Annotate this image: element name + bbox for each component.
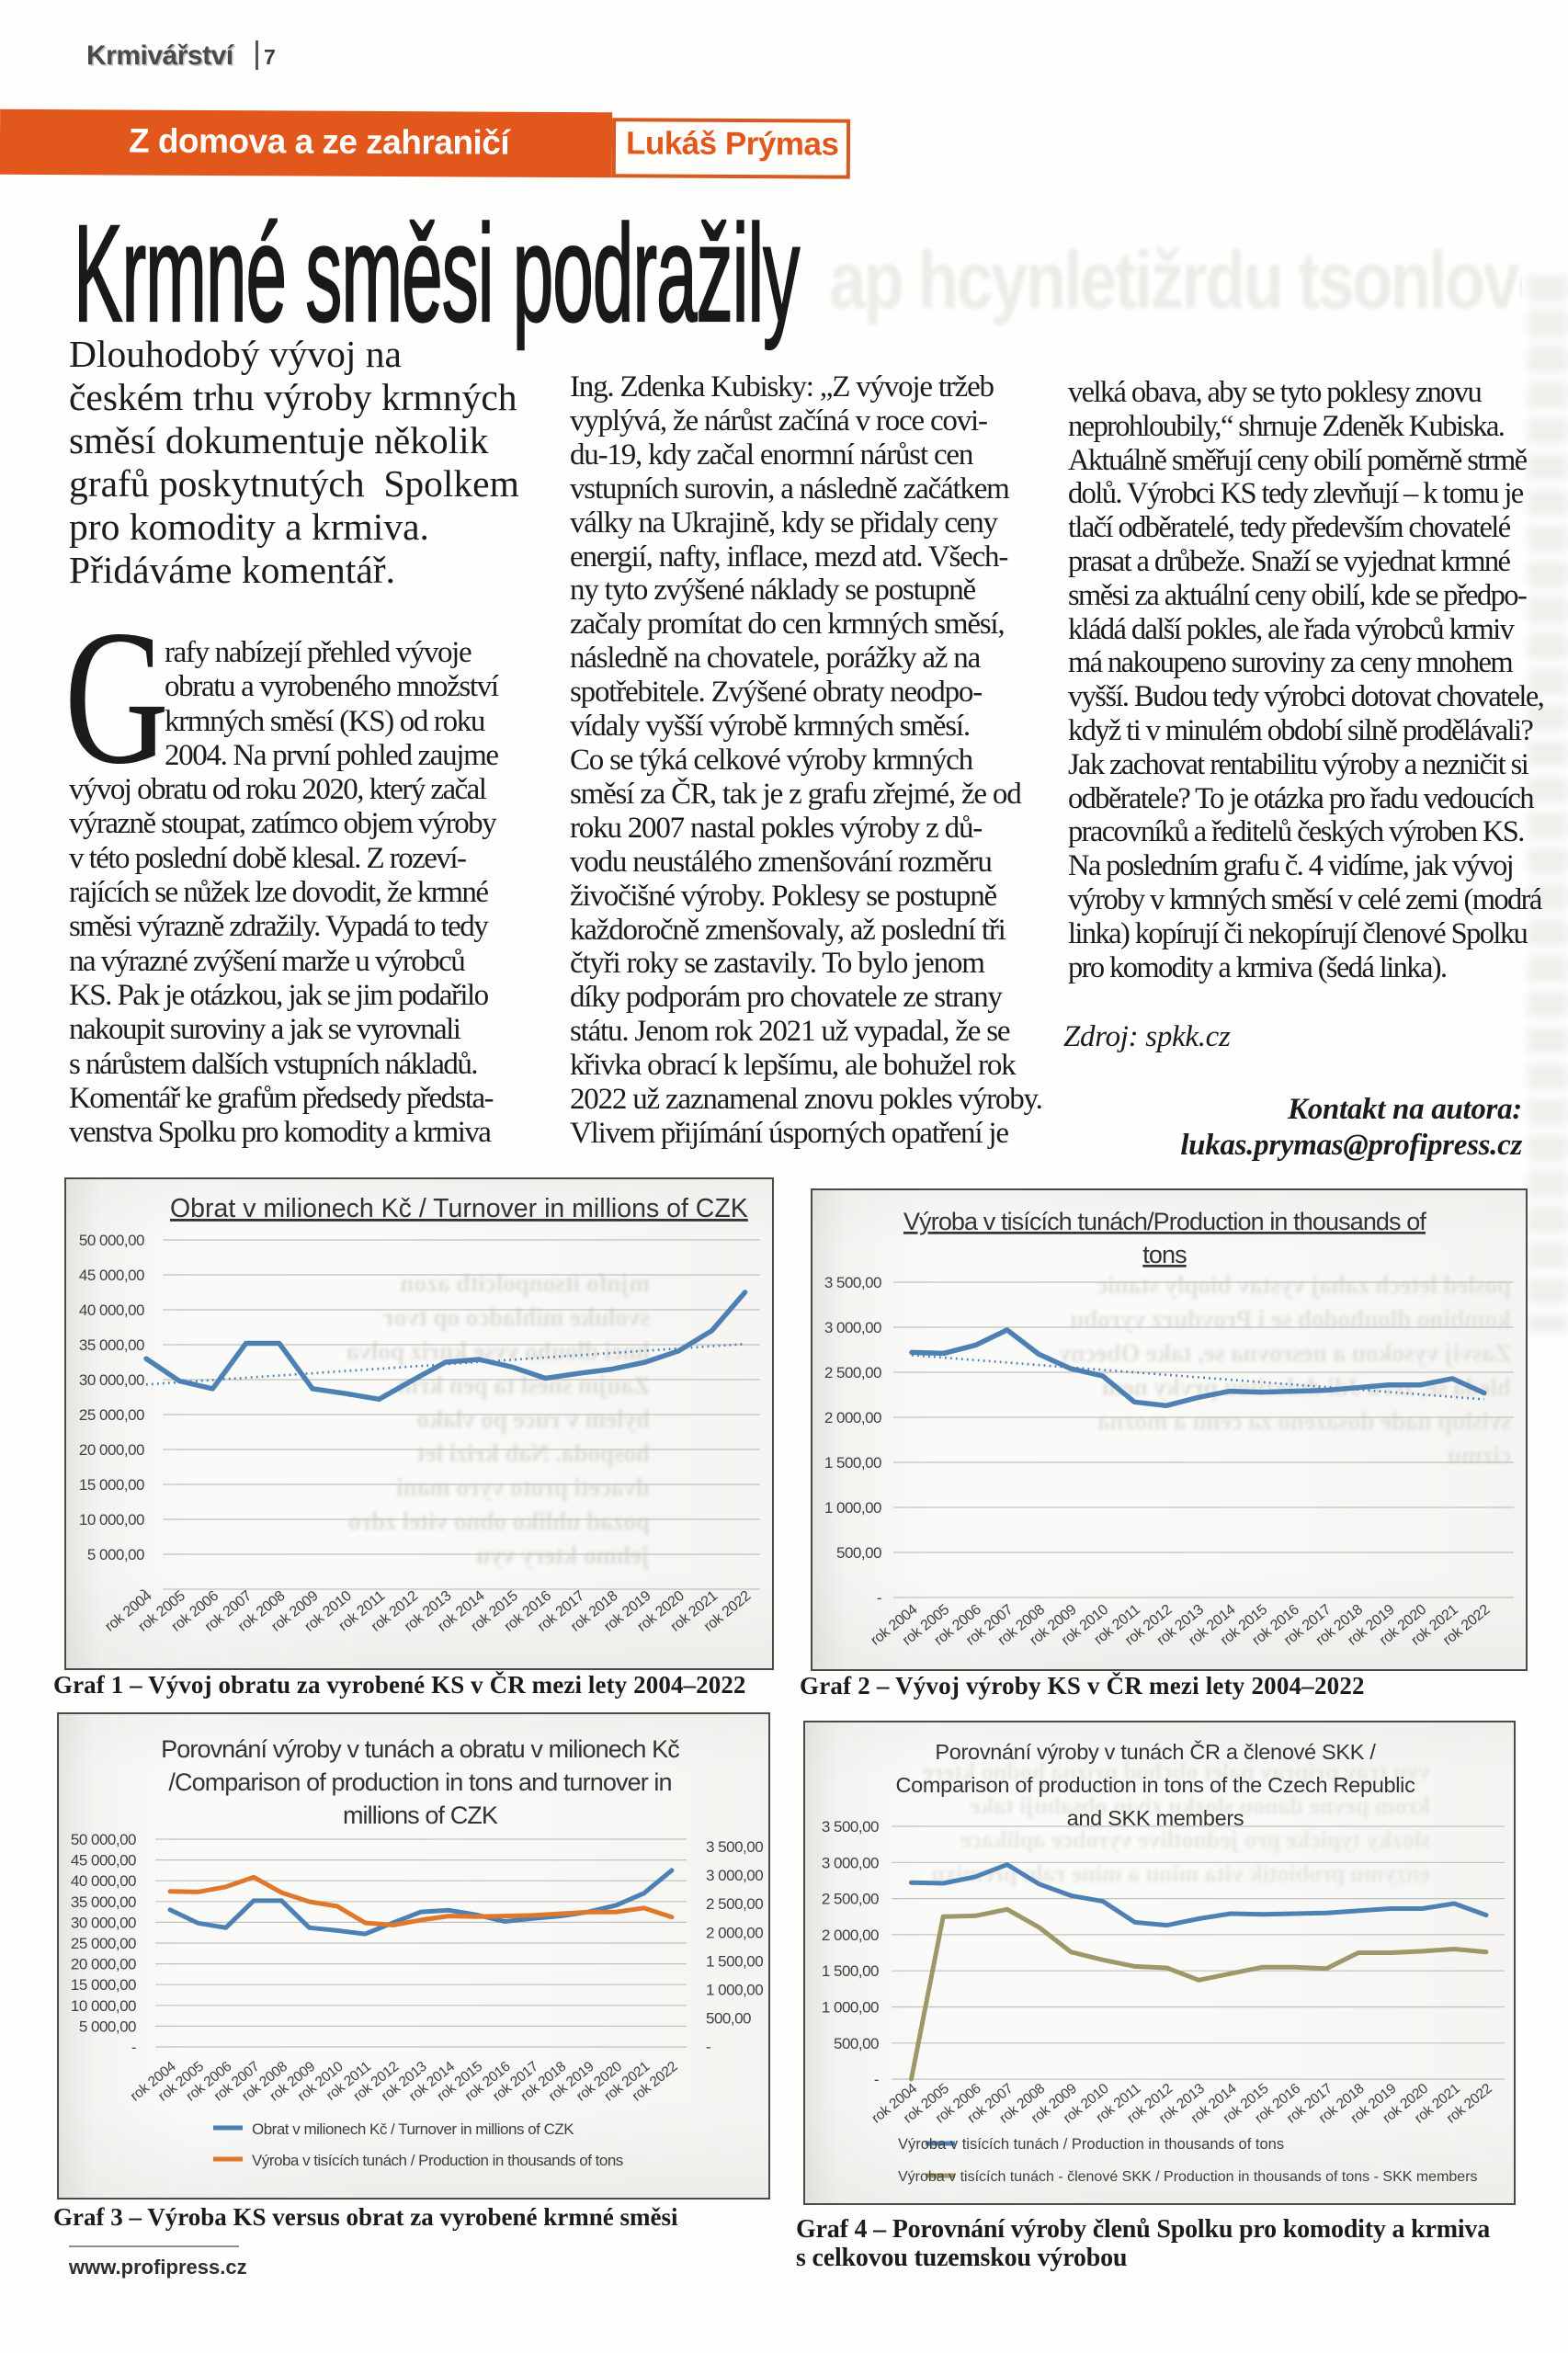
svg-text:500,00: 500,00 <box>834 2035 879 2052</box>
svg-text:500,00: 500,00 <box>706 2010 751 2028</box>
svg-text:45 000,00: 45 000,00 <box>79 1267 144 1284</box>
svg-text:Obrat v milionech Kč / Turnov: Obrat v milionech Kč / Turnover in milli… <box>170 1194 748 1223</box>
svg-text:2 000,00: 2 000,00 <box>706 1924 763 1941</box>
svg-text:Comparison of production in to: Comparison of production in tons of the … <box>895 1773 1415 1797</box>
svg-text:2 000,00: 2 000,00 <box>822 1927 879 1944</box>
svg-text:1 500,00: 1 500,00 <box>706 1952 763 1970</box>
svg-text:1 000,00: 1 000,00 <box>824 1499 881 1517</box>
svg-text:Výroba v tisících tunách / Pro: Výroba v tisících tunách / Production in… <box>898 2136 1284 2153</box>
svg-text:1 500,00: 1 500,00 <box>822 1962 879 1980</box>
svg-text:1 000,00: 1 000,00 <box>706 1982 763 1999</box>
svg-text:1 000,00: 1 000,00 <box>822 1999 879 2017</box>
svg-text:30 000,00: 30 000,00 <box>71 1914 136 1931</box>
svg-text:20 000,00: 20 000,00 <box>71 1956 136 1973</box>
svg-text:Obrat v milionech Kč / Turnove: Obrat v milionech Kč / Turnover in milli… <box>252 2120 574 2138</box>
svg-text:500,00: 500,00 <box>836 1544 881 1562</box>
svg-text:Výroba v tisících tunách / Pro: Výroba v tisících tunách / Production in… <box>252 2152 623 2169</box>
svg-text:50 000,00: 50 000,00 <box>79 1232 144 1249</box>
svg-text:2 000,00: 2 000,00 <box>824 1409 881 1427</box>
svg-text:3 500,00: 3 500,00 <box>824 1274 881 1291</box>
svg-text:3 000,00: 3 000,00 <box>822 1854 879 1871</box>
svg-text:30 000,00: 30 000,00 <box>79 1371 144 1389</box>
svg-text:Porovnání výroby v tunách ČR a: Porovnání výroby v tunách ČR a členové S… <box>935 1739 1376 1764</box>
svg-text:-: - <box>131 2039 136 2056</box>
svg-text:-: - <box>874 2071 879 2088</box>
svg-text:5 000,00: 5 000,00 <box>79 2018 136 2035</box>
svg-text:45 000,00: 45 000,00 <box>71 1852 136 1870</box>
svg-text:-: - <box>140 1581 144 1598</box>
svg-text:3 500,00: 3 500,00 <box>822 1818 879 1836</box>
svg-text:-: - <box>877 1589 881 1607</box>
svg-text:Výroba v tisících tunách/Produ: Výroba v tisících tunách/Production in t… <box>903 1208 1426 1235</box>
svg-text:/Comparison of production in t: /Comparison of production in tons and tu… <box>168 1768 671 1796</box>
svg-text:15 000,00: 15 000,00 <box>79 1476 144 1494</box>
svg-text:2 500,00: 2 500,00 <box>706 1895 763 1913</box>
svg-text:10 000,00: 10 000,00 <box>79 1511 144 1529</box>
svg-text:2 500,00: 2 500,00 <box>822 1891 879 1908</box>
svg-text:3 500,00: 3 500,00 <box>706 1838 763 1856</box>
svg-text:5 000,00: 5 000,00 <box>87 1546 144 1563</box>
svg-text:20 000,00: 20 000,00 <box>79 1441 144 1459</box>
svg-text:10 000,00: 10 000,00 <box>71 1997 136 2015</box>
svg-text:50 000,00: 50 000,00 <box>71 1831 136 1848</box>
svg-text:2 500,00: 2 500,00 <box>824 1364 881 1381</box>
svg-text:millions of CZK: millions of CZK <box>343 1802 498 1829</box>
svg-text:40 000,00: 40 000,00 <box>79 1302 144 1319</box>
svg-text:3 000,00: 3 000,00 <box>824 1319 881 1336</box>
svg-text:-: - <box>706 2039 710 2056</box>
svg-text:Výroba v tisících tunách - čle: Výroba v tisících tunách - členové SKK /… <box>898 2169 1478 2185</box>
svg-text:40 000,00: 40 000,00 <box>71 1872 136 1890</box>
svg-text:1 500,00: 1 500,00 <box>824 1454 881 1472</box>
svg-text:35 000,00: 35 000,00 <box>71 1893 136 1911</box>
svg-text:tons: tons <box>1142 1241 1187 1268</box>
svg-text:25 000,00: 25 000,00 <box>79 1406 144 1424</box>
svg-text:15 000,00: 15 000,00 <box>71 1976 136 1994</box>
svg-text:25 000,00: 25 000,00 <box>71 1935 136 1952</box>
svg-text:35 000,00: 35 000,00 <box>79 1336 144 1354</box>
svg-text:3 000,00: 3 000,00 <box>706 1867 763 1884</box>
svg-text:Porovnání výroby v tunách a ob: Porovnání výroby v tunách a obratu v mil… <box>161 1735 679 1763</box>
